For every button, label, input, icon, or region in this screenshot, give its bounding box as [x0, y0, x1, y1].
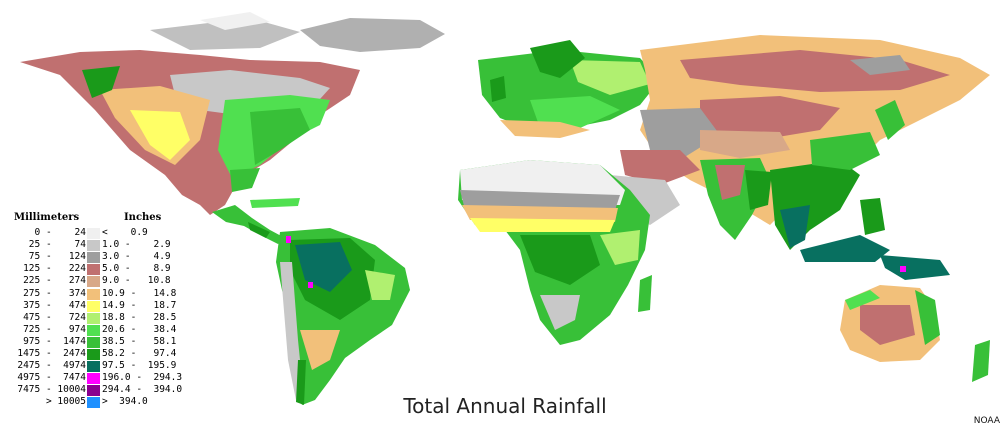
japan	[875, 100, 905, 140]
legend-inches-range: 9.0 - 10.8	[102, 275, 171, 287]
legend-row: 275 - 374 10.9 - 14.8	[0, 288, 200, 300]
legend-row: 4975 - 7474 196.0 - 294.3	[0, 372, 200, 385]
legend-row: 2475 - 4974 97.5 - 195.9	[0, 360, 200, 373]
legend-swatch	[87, 252, 100, 264]
legend-mm-range: 1475 - 2474	[17, 348, 86, 359]
legend-mm-range: 225 - 274	[23, 275, 86, 287]
legend-inches-range: < 0.9	[102, 227, 148, 238]
legend-inches-range: 20.6 - 38.4	[102, 323, 177, 335]
legend-swatch	[87, 373, 100, 385]
legend-swatch	[87, 324, 100, 336]
legend-row: 725 - 974 20.6 - 38.4	[0, 324, 200, 336]
legend-mm-range: > 10005	[45, 396, 86, 408]
arctic-islands	[150, 18, 300, 50]
indonesia	[800, 235, 890, 262]
legend-mm-range: 2475 - 4974	[17, 360, 86, 372]
legend-swatch	[87, 240, 100, 252]
map-title: Total Annual Rainfall	[403, 394, 607, 418]
caribbean	[250, 198, 300, 208]
legend-mm-range: 725 - 974	[23, 323, 86, 335]
legend-mm-range: 75 - 124	[28, 251, 86, 263]
legend-swatch	[87, 300, 100, 312]
british-isles	[490, 76, 506, 102]
legend-row: 975 - 1474 38.5 - 58.1	[0, 336, 200, 348]
new-guinea	[880, 255, 950, 280]
legend-inches-range: 196.0 - 294.3	[102, 372, 183, 384]
legend-inches-range: 294.4 - 394.0	[102, 384, 183, 396]
legend-row: 225 - 274 9.0 - 10.8	[0, 275, 200, 288]
legend-mm-range: 0 - 24	[34, 227, 86, 238]
new-zealand	[972, 340, 990, 382]
legend-row: 25 - 74 1.0 - 2.9	[0, 239, 200, 252]
legend-swatch	[87, 276, 100, 288]
legend-row: 125 - 224 5.0 - 8.9	[0, 263, 200, 276]
legend-mm-range: 25 - 74	[28, 239, 86, 251]
legend-swatch	[87, 264, 100, 276]
legend-inches-range: 58.2 - 97.4	[102, 348, 177, 359]
legend-row: 1475 - 2474 58.2 - 97.4	[0, 348, 200, 360]
legend-inches-range: 5.0 - 8.9	[102, 263, 171, 275]
legend-swatch	[87, 288, 100, 300]
legend-row: 0 - 24 < 0.9	[0, 227, 200, 239]
legend-inches-range: 3.0 - 4.9	[102, 251, 171, 263]
legend-swatch	[87, 385, 100, 397]
legend-inches-range: 97.5 - 195.9	[102, 360, 177, 372]
legend-mm-range: 975 - 1474	[23, 335, 86, 347]
china-east	[810, 132, 880, 170]
legend-swatch	[87, 336, 100, 348]
legend-row: > 10005 > 394.0	[0, 396, 200, 409]
greenland	[300, 18, 445, 52]
legend-inches-range: 1.0 - 2.9	[102, 239, 171, 251]
madagascar	[638, 275, 652, 312]
philippines	[860, 198, 885, 235]
patagonia-coast	[296, 360, 306, 405]
legend-mm-range: 475 - 724	[23, 311, 86, 323]
legend-mm-header: Millimeters	[14, 212, 80, 223]
legend-row: 475 - 724 18.8 - 28.5	[0, 312, 200, 324]
legend-inches-range: > 394.0	[102, 396, 148, 408]
legend-mm-range: 275 - 374	[23, 287, 86, 299]
legend-swatch	[87, 312, 100, 324]
precip-max-andes	[286, 236, 291, 243]
scandinavia	[530, 40, 585, 78]
legend-mm-range: 4975 - 7474	[17, 372, 86, 384]
legend-swatch	[87, 397, 100, 409]
legend-mm-range: 7475 - 10004	[17, 384, 86, 396]
source-credit: NOAA	[973, 416, 1000, 426]
legend-swatch	[87, 228, 100, 239]
legend-mm-range: 375 - 474	[23, 299, 86, 311]
southeast-asia	[770, 160, 860, 250]
legend-swatch	[87, 349, 100, 360]
legend-inches-range: 38.5 - 58.1	[102, 335, 177, 347]
legend-row: 75 - 124 3.0 - 4.9	[0, 251, 200, 264]
legend-inches-range: 18.8 - 28.5	[102, 311, 177, 323]
legend-swatch	[87, 361, 100, 373]
legend-row: 7475 - 10004 294.4 - 394.0	[0, 384, 200, 397]
legend-inches-range: 10.9 - 14.8	[102, 287, 177, 299]
central-america	[212, 205, 285, 244]
legend-inches-range: 14.9 - 18.7	[102, 299, 177, 311]
legend-row: 375 - 474 14.9 - 18.7	[0, 300, 200, 312]
legend-mm-range: 125 - 224	[23, 263, 86, 275]
legend-inches-header: Inches	[124, 212, 162, 223]
